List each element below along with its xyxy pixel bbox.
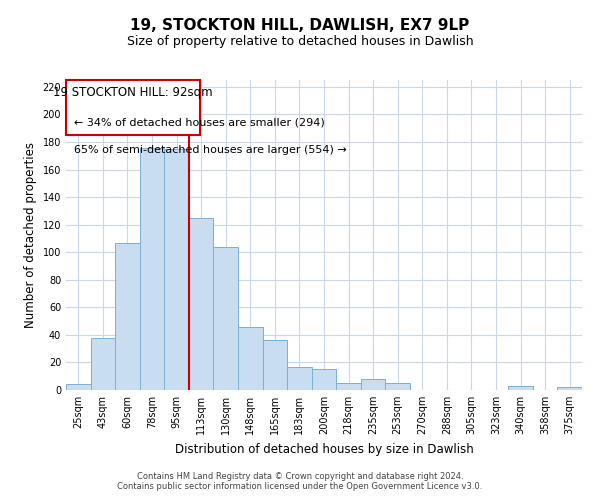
Bar bbox=[385, 383, 410, 390]
Bar bbox=[140, 148, 164, 390]
Text: ← 34% of detached houses are smaller (294): ← 34% of detached houses are smaller (29… bbox=[74, 117, 325, 127]
Bar bbox=[361, 379, 385, 390]
Bar bbox=[214, 246, 238, 390]
Y-axis label: Number of detached properties: Number of detached properties bbox=[24, 142, 37, 328]
Text: 65% of semi-detached houses are larger (554) →: 65% of semi-detached houses are larger (… bbox=[74, 145, 346, 155]
Text: Contains HM Land Registry data © Crown copyright and database right 2024.: Contains HM Land Registry data © Crown c… bbox=[137, 472, 463, 481]
Text: Contains public sector information licensed under the Open Government Licence v3: Contains public sector information licen… bbox=[118, 482, 482, 491]
Bar bbox=[287, 366, 312, 390]
Text: Size of property relative to detached houses in Dawlish: Size of property relative to detached ho… bbox=[127, 35, 473, 48]
Text: 19 STOCKTON HILL: 92sqm: 19 STOCKTON HILL: 92sqm bbox=[53, 86, 213, 99]
Text: 19, STOCKTON HILL, DAWLISH, EX7 9LP: 19, STOCKTON HILL, DAWLISH, EX7 9LP bbox=[130, 18, 470, 32]
Bar bbox=[557, 387, 582, 390]
Bar bbox=[508, 386, 533, 390]
Bar bbox=[238, 326, 263, 390]
Bar bbox=[66, 384, 91, 390]
Bar bbox=[91, 338, 115, 390]
Bar bbox=[164, 149, 189, 390]
Bar bbox=[263, 340, 287, 390]
X-axis label: Distribution of detached houses by size in Dawlish: Distribution of detached houses by size … bbox=[175, 442, 473, 456]
Bar bbox=[115, 242, 140, 390]
Bar bbox=[312, 370, 336, 390]
Bar bbox=[189, 218, 214, 390]
FancyBboxPatch shape bbox=[66, 80, 200, 135]
Bar bbox=[336, 383, 361, 390]
